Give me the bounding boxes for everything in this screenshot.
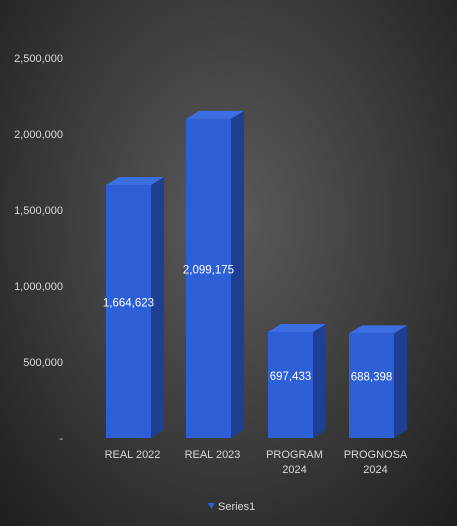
category-label: PROGRAM: [266, 449, 323, 461]
bar-1: 2,099,175: [183, 110, 244, 438]
data-label: 688,398: [351, 372, 393, 384]
y-tick-label: 500,000: [23, 357, 63, 369]
category-label: 2024: [363, 464, 387, 476]
bar-side-face: [394, 325, 407, 438]
bar-top-face: [186, 110, 244, 119]
bar-side-face: [151, 176, 164, 439]
data-label: 1,664,623: [103, 297, 154, 309]
category-label: REAL 2022: [105, 449, 161, 461]
legend: Series1: [208, 501, 255, 513]
y-tick-label: 2,500,000: [14, 53, 63, 65]
bar-top-face: [106, 176, 164, 185]
legend-label: Series1: [218, 501, 255, 513]
bar-front-face: [349, 333, 394, 438]
y-tick-label: 2,000,000: [14, 129, 63, 141]
bar-0: 1,664,623: [103, 176, 164, 439]
y-axis-tick-labels: - 500,000 1,000,000 1,500,000 2,000,000 2,500…: [14, 53, 63, 445]
category-label: REAL 2023: [185, 449, 241, 461]
bar-2: 697,433: [268, 323, 326, 438]
data-label: 697,433: [270, 371, 312, 383]
y-tick-label: -: [59, 433, 63, 445]
bar-top-face: [349, 325, 407, 334]
y-tick-label: 1,000,000: [14, 281, 63, 293]
category-label: 2024: [282, 464, 306, 476]
legend-marker-icon: [208, 503, 215, 509]
data-label: 2,099,175: [183, 264, 234, 276]
bar-side-face: [313, 323, 326, 438]
x-axis-category-labels: REAL 2022 REAL 2023 PROGRAM 2024 PROGNOSA 202…: [105, 449, 408, 476]
bar-front-face: [186, 118, 231, 438]
bar-front-face: [106, 184, 151, 438]
bar-side-face: [231, 110, 244, 438]
category-label: PROGNOSA: [344, 449, 408, 461]
bar-front-face: [268, 331, 313, 438]
y-tick-label: 1,500,000: [14, 205, 63, 217]
bar-3: 688,398: [349, 325, 407, 438]
bar-top-face: [268, 323, 326, 332]
